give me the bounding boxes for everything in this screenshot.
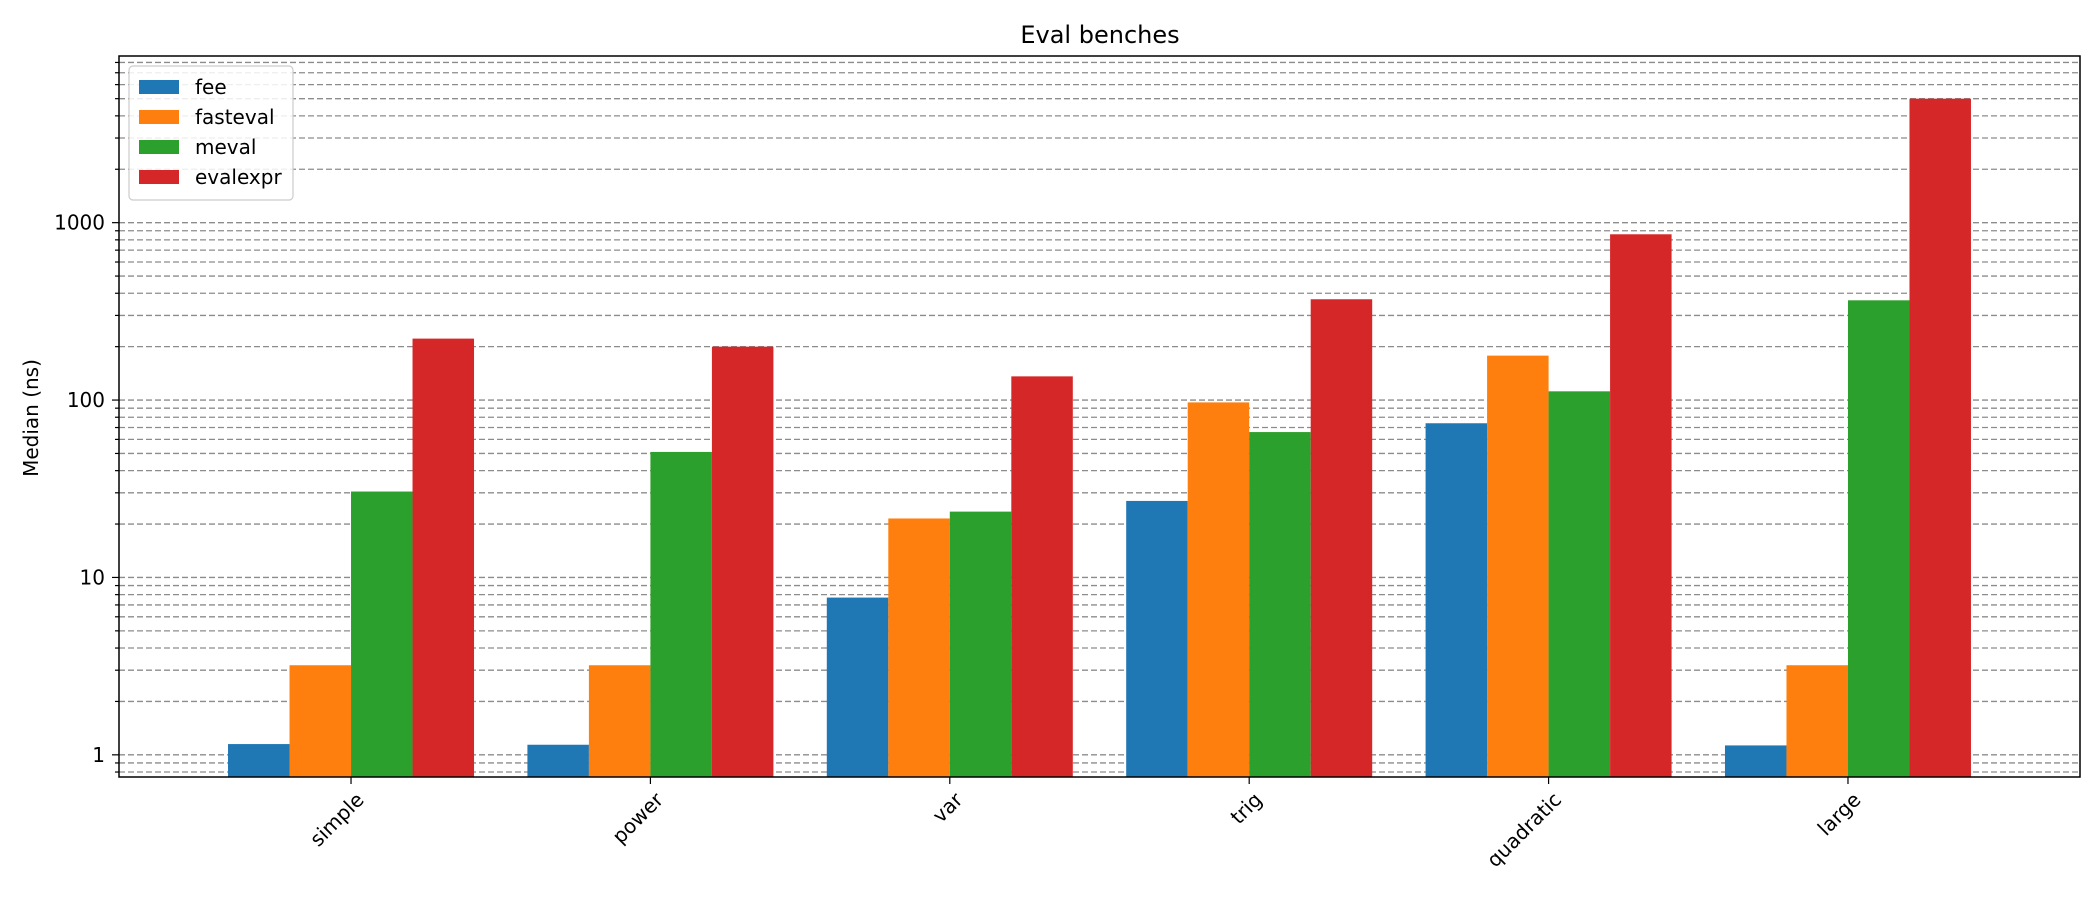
bar-fasteval-power — [588, 665, 651, 777]
bar-fasteval-quadratic — [1487, 355, 1549, 777]
y-tick-label: 10 — [80, 565, 105, 589]
bar-fasteval-simple — [289, 665, 352, 777]
bar-meval-power — [650, 451, 712, 777]
bar-meval-var — [949, 511, 1012, 777]
bar-evalexpr-power — [711, 346, 774, 777]
x-tick-label: quadratic — [1482, 788, 1566, 872]
x-tick-label: trig — [1225, 788, 1266, 829]
chart-title: Eval benches — [1020, 21, 1179, 49]
bar-meval-trig — [1249, 432, 1311, 777]
bar-evalexpr-large — [1909, 98, 1971, 777]
bar-meval-large — [1847, 300, 1910, 777]
y-axis-title: Median (ns) — [19, 359, 43, 477]
bar-fasteval-trig — [1187, 402, 1250, 777]
bar-fee-simple — [228, 744, 290, 777]
legend-label-fasteval: fasteval — [195, 105, 275, 129]
plot-frame — [118, 55, 2081, 778]
x-tick-label: simple — [305, 788, 369, 852]
y-tick-label: 1 — [92, 743, 105, 767]
bar-meval-simple — [351, 491, 413, 777]
bar-fee-quadratic — [1425, 423, 1488, 777]
y-tick-label: 1000 — [54, 211, 105, 235]
legend-swatch-meval — [139, 140, 179, 154]
legend-swatch-fee — [139, 80, 179, 94]
legend-swatch-fasteval — [139, 110, 179, 124]
legend: fee fasteval meval evalexpr — [128, 65, 294, 201]
bar-fee-trig — [1126, 500, 1188, 777]
bar-evalexpr-var — [1011, 376, 1073, 777]
bar-fee-var — [826, 597, 889, 777]
x-tick-label: large — [1813, 788, 1866, 841]
x-tick-label: power — [607, 787, 668, 848]
bar-evalexpr-quadratic — [1610, 234, 1672, 777]
bar-evalexpr-simple — [412, 338, 475, 777]
bars — [228, 98, 1971, 777]
bar-fee-power — [527, 744, 589, 777]
bar-fee-large — [1724, 745, 1787, 777]
bar-evalexpr-trig — [1310, 299, 1373, 777]
legend-label-meval: meval — [195, 135, 256, 159]
x-tick-label: var — [928, 787, 968, 827]
legend-label-evalexpr: evalexpr — [195, 165, 282, 189]
bar-fasteval-var — [888, 518, 950, 777]
legend-label-fee: fee — [195, 75, 227, 99]
legend-box — [128, 65, 294, 201]
bar-meval-quadratic — [1548, 391, 1611, 777]
bar-fasteval-large — [1786, 665, 1848, 777]
y-tick-label: 100 — [67, 388, 105, 412]
legend-swatch-evalexpr — [139, 170, 179, 184]
